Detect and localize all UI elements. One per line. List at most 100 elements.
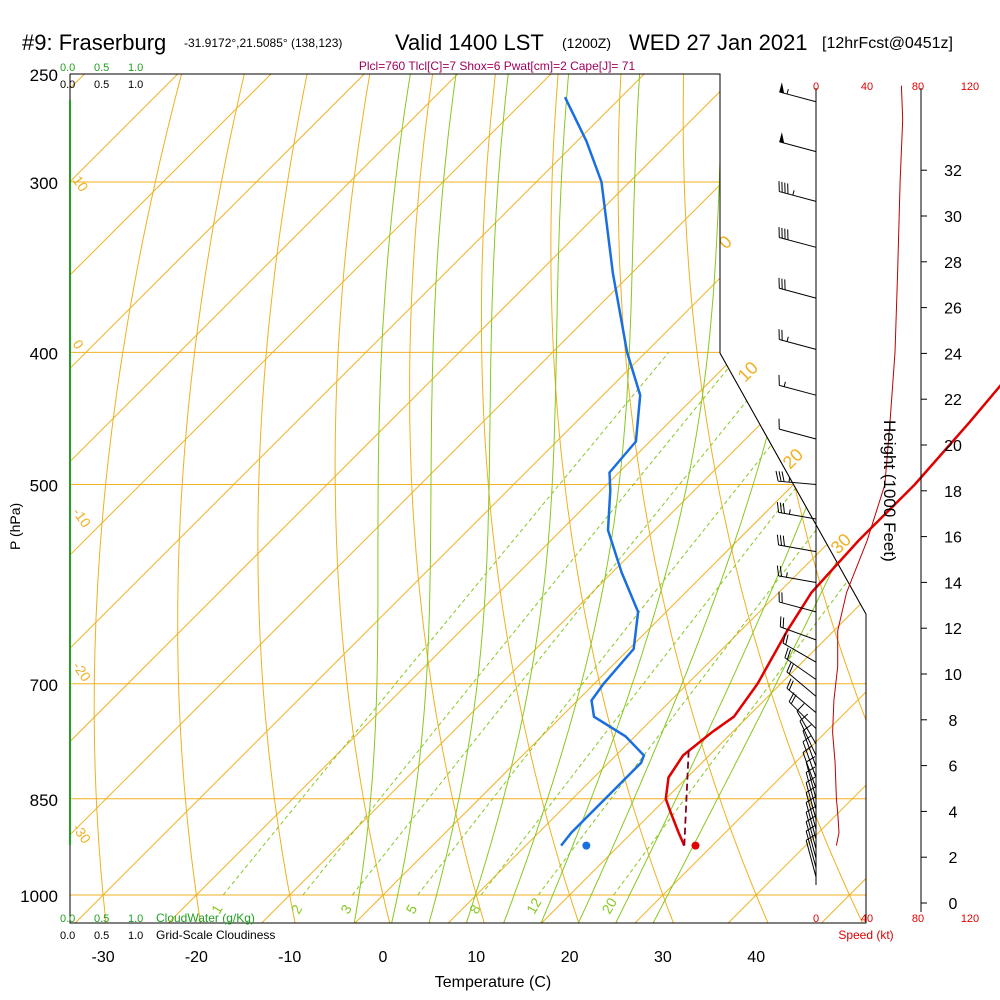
wind-barb-flag xyxy=(775,470,779,482)
wind-barb-flag xyxy=(776,501,780,513)
wind-barb xyxy=(805,834,817,878)
height-tick-label: 22 xyxy=(944,392,962,409)
wind-barb-staff xyxy=(796,710,817,745)
wind-barb-staff xyxy=(779,91,817,103)
wind-barb xyxy=(779,132,817,153)
wind-barb-flag xyxy=(802,745,812,753)
wind-barb-flag xyxy=(784,647,789,658)
wind-barb-flag xyxy=(802,735,812,743)
mixing-ratio-label: 20 xyxy=(598,895,620,917)
temperature-tick-label: 30 xyxy=(654,949,672,966)
pressure-tick-label: 300 xyxy=(30,174,58,193)
wind-barb-staff xyxy=(779,339,817,350)
wind-barb xyxy=(776,501,817,520)
wind-barb-staff xyxy=(784,657,817,680)
wind-barb-flag xyxy=(786,678,792,689)
pressure-tick-label: 500 xyxy=(30,477,58,496)
isopleth-grid xyxy=(70,74,866,923)
temperature-tick-label: 0 xyxy=(379,949,388,966)
mixing-ratio-line xyxy=(222,351,670,896)
wind-barb xyxy=(775,470,817,485)
temperature-axis-label: Temperature (C) xyxy=(435,974,551,991)
moist-adiabat xyxy=(428,74,512,923)
wind-barb-half-flag xyxy=(786,336,789,342)
speed-label: Speed (kt) xyxy=(838,928,893,942)
temperature-tick-label: 40 xyxy=(747,949,765,966)
wind-barb-half-flag xyxy=(786,89,789,95)
station-coords: -31.9172°,21.5085° (138,123) xyxy=(184,36,342,50)
pressure-tick-label: 700 xyxy=(30,676,58,695)
wind-barb-staff xyxy=(786,671,817,697)
dry-adiabat xyxy=(682,74,864,923)
wind-barb xyxy=(784,647,817,680)
wind-barb-staff xyxy=(805,811,817,849)
wind-barb-flag xyxy=(779,535,783,546)
wind-barb-staff xyxy=(805,792,817,830)
utc-time: (1200Z) xyxy=(562,35,611,51)
cloud-top-green-0: 0.0 xyxy=(60,62,75,74)
wind-barb-flag xyxy=(788,664,794,675)
pressure-tick-label: 250 xyxy=(30,66,58,85)
wind-barb-staff xyxy=(788,701,817,729)
wind-barb-staff xyxy=(805,821,817,859)
height-tick-label: 6 xyxy=(949,759,958,776)
cloud-scale-bottom: 0.0 0.5 1.0 CloudWater (g/Kg) 0.0 0.5 1.… xyxy=(60,911,275,942)
wind-barb-staff xyxy=(780,626,817,641)
wind-barb-flag xyxy=(788,680,794,691)
wind-barb xyxy=(805,825,817,868)
isotherm-line xyxy=(70,74,669,923)
temperature-tick-label: 20 xyxy=(561,949,579,966)
wind-barb xyxy=(805,815,817,859)
height-tick-label: 8 xyxy=(949,713,958,730)
wind-barb-flag xyxy=(779,616,782,627)
height-tick-label: 10 xyxy=(944,667,962,684)
wind-barb-flag xyxy=(805,776,816,784)
surface-temperature-dot xyxy=(691,841,700,850)
wind-barb-staff xyxy=(782,642,817,663)
wind-barb-staff xyxy=(778,511,817,520)
wind-barb-flag xyxy=(799,713,809,722)
wind-barb xyxy=(778,329,817,350)
dry-adiabat xyxy=(409,74,485,923)
speed-bot-3: 120 xyxy=(961,913,979,925)
wind-barb-flag xyxy=(782,617,785,628)
wind-barb-staff xyxy=(805,782,817,820)
wind-barb xyxy=(805,806,817,849)
height-tick-label: 2 xyxy=(949,850,958,867)
moist-adiabat xyxy=(540,74,725,923)
valid-time: Valid 1400 LST xyxy=(395,30,544,55)
wind-barb xyxy=(778,418,817,440)
wind-barb-staff xyxy=(779,428,817,440)
wind-barb xyxy=(805,776,817,820)
parcel-trace xyxy=(683,747,690,846)
cloud-bot-green-0: 0.0 xyxy=(60,913,75,925)
wind-barb-flag xyxy=(778,471,782,482)
wind-barb-staff xyxy=(786,687,817,714)
wind-barb-staff xyxy=(779,384,817,396)
wind-barb-flag xyxy=(788,692,795,702)
cloud-scale-top: 0.0 0.5 1.0 0.0 0.5 1.0 xyxy=(60,62,143,91)
mixing-ratio-line xyxy=(417,351,846,896)
wind-barb-flag xyxy=(782,535,785,547)
wind-barb-staff xyxy=(805,802,817,840)
cloud-top-black-1: 0.5 xyxy=(94,79,109,91)
height-tick-label: 28 xyxy=(944,255,962,272)
wind-barb-staff xyxy=(805,840,817,878)
wind-barb-flag xyxy=(805,815,816,823)
isotherm-line xyxy=(70,74,389,923)
wind-barb xyxy=(802,724,817,767)
wind-barb xyxy=(786,662,817,697)
dry-adiabat xyxy=(550,74,675,923)
wind-barb xyxy=(779,82,817,103)
wind-barb-staff xyxy=(779,601,817,613)
surface-dewpoint-dot xyxy=(582,841,591,850)
pressure-axis-label: P (hPa) xyxy=(7,503,23,550)
wind-barb-flag xyxy=(776,534,780,546)
isotherm-line xyxy=(70,74,483,923)
wind-barb-pennant xyxy=(779,132,785,144)
wind-barb xyxy=(805,786,817,830)
isotherm-line xyxy=(70,74,576,923)
isotherm-line xyxy=(447,74,866,923)
cloud-bot-black-1: 0.5 xyxy=(94,930,109,942)
